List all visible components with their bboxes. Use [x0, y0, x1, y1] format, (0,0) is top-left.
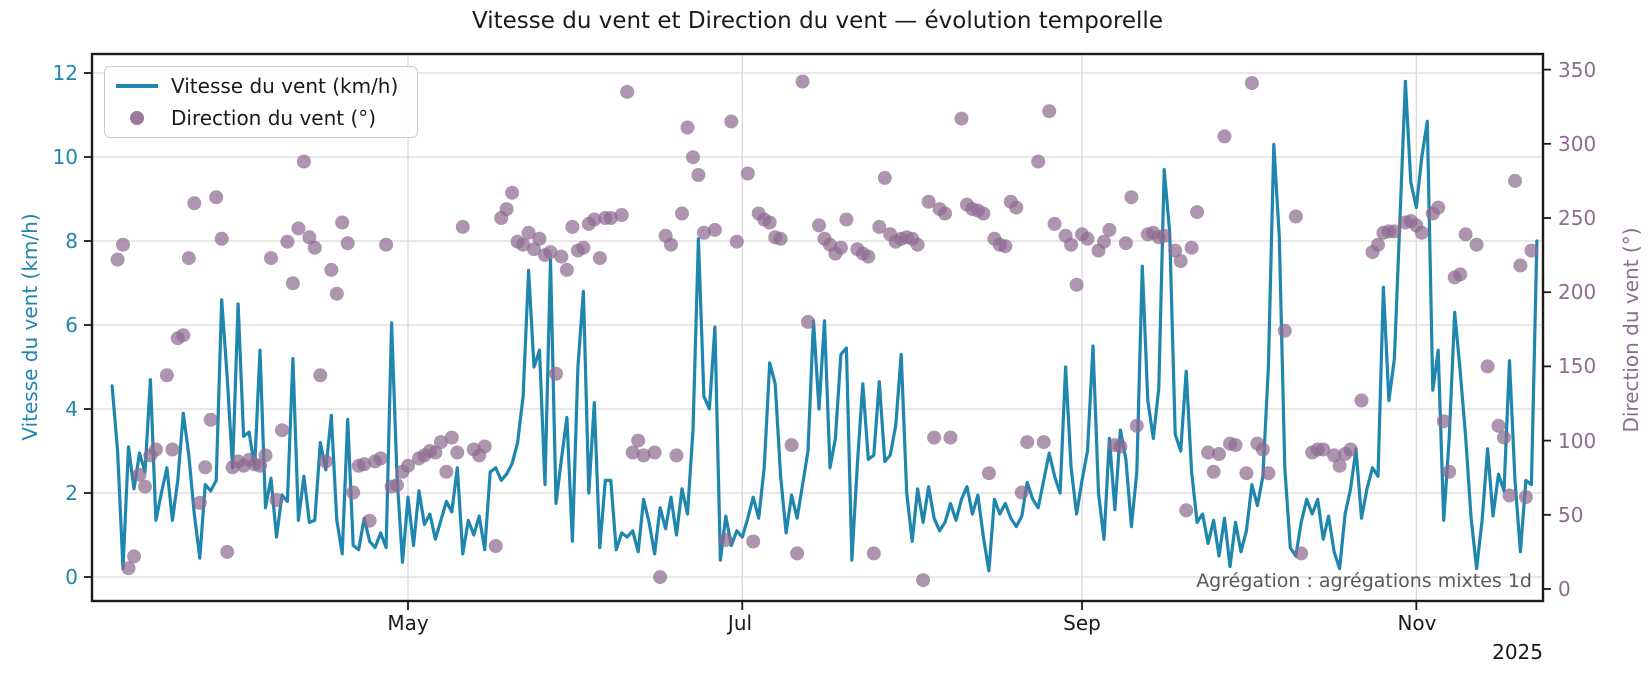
legend: Vitesse du vent (km/h) Direction du vent…: [104, 66, 418, 138]
legend-label-speed: Vitesse du vent (km/h): [171, 74, 399, 98]
left-tick-10: 10: [52, 145, 78, 169]
right-axis-label: Direction du vent (°): [1619, 227, 1643, 433]
right-tick-100: 100: [1558, 429, 1597, 453]
left-tick-8: 8: [65, 229, 78, 253]
left-tick-0: 0: [65, 565, 78, 589]
left-tick-4: 4: [65, 397, 78, 421]
right-tick-150: 150: [1558, 354, 1597, 378]
aggregation-annotation: Agrégation : agrégations mixtes 1d: [1196, 570, 1532, 592]
left-tick-6: 6: [65, 313, 78, 337]
right-tick-300: 300: [1558, 132, 1597, 156]
right-tick-50: 50: [1558, 503, 1584, 527]
left-tick-2: 2: [65, 481, 78, 505]
legend-item-direction: Direction du vent (°): [105, 103, 417, 133]
legend-item-speed: Vitesse du vent (km/h): [105, 71, 417, 101]
x-axis-year: 2025: [1492, 640, 1543, 664]
x-tick-nov: Nov: [1397, 611, 1437, 635]
chart-title: Vitesse du vent et Direction du vent — é…: [472, 8, 1163, 34]
right-tick-200: 200: [1558, 280, 1597, 304]
x-tick-jul: Jul: [727, 611, 753, 635]
legend-label-direction: Direction du vent (°): [171, 106, 377, 130]
x-tick-sep: Sep: [1063, 611, 1101, 635]
line-swatch-icon: [115, 84, 159, 88]
dot-swatch-icon: [115, 111, 159, 125]
right-tick-0: 0: [1558, 577, 1571, 601]
right-tick-250: 250: [1558, 206, 1597, 230]
left-tick-12: 12: [52, 61, 78, 85]
right-tick-350: 350: [1558, 58, 1597, 82]
x-tick-may: May: [387, 611, 429, 635]
